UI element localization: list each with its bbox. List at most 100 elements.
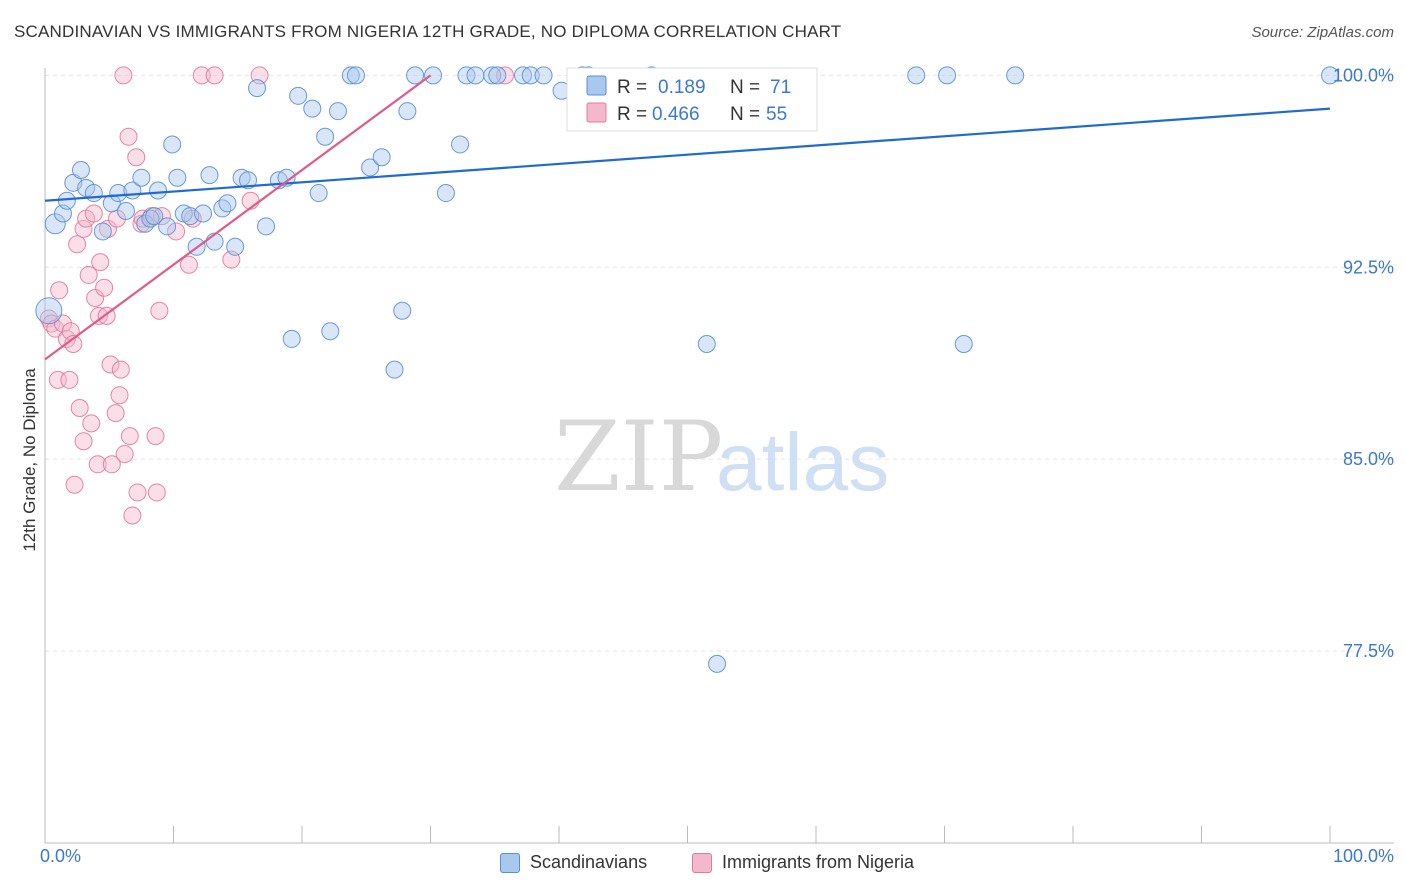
scandinavians-point xyxy=(488,66,507,85)
series-scandinavians-points xyxy=(35,66,1339,673)
chart-source: Source: ZipAtlas.com xyxy=(1251,24,1394,41)
stats-r-label-pink: R = xyxy=(617,104,647,125)
scandinavians-point xyxy=(361,158,380,177)
scandinavians-point xyxy=(316,127,335,146)
scandinavians-point xyxy=(436,184,455,203)
y-tick-label: 100.0% xyxy=(1333,65,1394,85)
scandinavians-point xyxy=(483,66,502,85)
stats-n-value-blue: 71 xyxy=(770,77,791,98)
trend-line-scandinavians xyxy=(44,107,1331,202)
nigeria-point xyxy=(60,370,79,389)
stats-n-label-blue: N = xyxy=(730,77,760,98)
x-tick-label-min: 0.0% xyxy=(40,846,81,866)
nigeria-point xyxy=(82,414,101,433)
nigeria-point xyxy=(115,445,134,464)
scandinavians-point xyxy=(321,322,340,341)
scandinavians-point xyxy=(697,335,716,354)
series-immigrants-from-nigeria-points xyxy=(39,66,515,525)
scandinavians-point xyxy=(289,86,308,105)
nigeria-point xyxy=(205,66,224,85)
scandinavians-point xyxy=(35,297,63,325)
axes xyxy=(44,68,1394,844)
stats-legend: R = 0.189 N = 71 R = 0.466 N = 55 xyxy=(566,67,818,132)
nigeria-point xyxy=(147,483,166,502)
scandinavians-point xyxy=(239,171,258,190)
watermark-zip: ZIP xyxy=(554,401,723,513)
scandinavians-point xyxy=(393,301,412,320)
nigeria-point xyxy=(91,253,110,272)
nigeria-point xyxy=(84,204,103,223)
nigeria-point xyxy=(101,355,120,374)
nigeria-point xyxy=(68,235,87,254)
legend-label-scandinavians: Scandinavians xyxy=(530,852,648,872)
gridlines xyxy=(45,74,1394,652)
scandinavians-point xyxy=(218,194,237,213)
legend-item-scandinavians: Scandinavians xyxy=(500,852,647,873)
scandinavians-point xyxy=(158,217,177,236)
scandinavians-point xyxy=(282,329,301,348)
scandinavians-point xyxy=(226,237,245,256)
x-tick-label-max: 100.0% xyxy=(1333,846,1394,866)
scandinavians-point xyxy=(346,66,365,85)
nigeria-point xyxy=(88,455,107,474)
scandinavians-point xyxy=(341,66,360,85)
scandinavians-point xyxy=(248,79,267,98)
nigeria-point xyxy=(152,207,171,226)
y-tick-label: 85.0% xyxy=(1343,449,1394,469)
scandinavians-point xyxy=(194,204,213,223)
nigeria-point xyxy=(179,255,198,274)
scandinavians-point xyxy=(149,181,168,200)
stats-legend-swatch-blue xyxy=(586,75,607,96)
scandinavians-point xyxy=(451,135,470,154)
nigeria-point xyxy=(95,278,114,297)
stats-r-label-blue: R = xyxy=(617,77,647,98)
stats-n-label-pink: N = xyxy=(730,104,760,125)
y-tick-label: 77.5% xyxy=(1343,641,1394,661)
watermark-atlas: atlas xyxy=(716,417,889,508)
scandinavians-point xyxy=(521,66,540,85)
scandinavians-point xyxy=(514,66,533,85)
y-tick-label: 92.5% xyxy=(1343,257,1394,277)
watermark: ZIP atlas xyxy=(554,401,889,513)
scandinavians-point xyxy=(534,66,553,85)
nigeria-point xyxy=(119,127,138,146)
nigeria-point xyxy=(183,209,202,228)
nigeria-point xyxy=(74,432,93,451)
scandinavians-point xyxy=(277,168,296,187)
scandinavians-point xyxy=(907,66,926,85)
nigeria-point xyxy=(127,148,146,167)
stats-r-value-pink: 0.466 xyxy=(652,104,700,125)
stats-r-value-blue: 0.189 xyxy=(658,77,706,98)
scandinavians-point xyxy=(303,99,322,118)
nigeria-point xyxy=(74,219,93,238)
nigeria-point xyxy=(102,455,121,474)
nigeria-point xyxy=(150,301,169,320)
legend-label-immigrants-from-nigeria: Immigrants from Nigeria xyxy=(722,852,915,872)
trend-line-immigrants-from-nigeria xyxy=(44,74,432,361)
scandinavians-point xyxy=(145,207,164,226)
nigeria-point xyxy=(167,222,186,241)
scandinavians-point xyxy=(93,222,112,241)
scandinavians-point xyxy=(109,184,128,203)
nigeria-point xyxy=(79,265,98,284)
nigeria-point xyxy=(50,281,69,300)
nigeria-point xyxy=(496,66,515,85)
nigeria-point xyxy=(98,219,117,238)
y-axis-label: 12th Grade, No Diploma xyxy=(20,368,39,552)
scandinavians-point xyxy=(328,102,347,121)
scandinavians-point xyxy=(136,214,155,233)
scandinavians-point xyxy=(424,66,443,85)
scandinavians-point xyxy=(309,184,328,203)
trend-lines xyxy=(44,74,1331,361)
scandinavians-point xyxy=(116,201,135,220)
scandinavians-point xyxy=(1321,66,1339,85)
scandinavians-point xyxy=(938,66,957,85)
scandinavians-point xyxy=(406,66,425,85)
chart-title: SCANDINAVIAN VS IMMIGRANTS FROM NIGERIA … xyxy=(14,22,842,41)
nigeria-point xyxy=(114,66,133,85)
scandinavians-point xyxy=(200,166,219,185)
y-tick-labels: 100.0% 92.5% 85.0% 77.5% xyxy=(1333,65,1394,661)
scandinavians-point xyxy=(257,217,276,236)
nigeria-point xyxy=(128,483,147,502)
